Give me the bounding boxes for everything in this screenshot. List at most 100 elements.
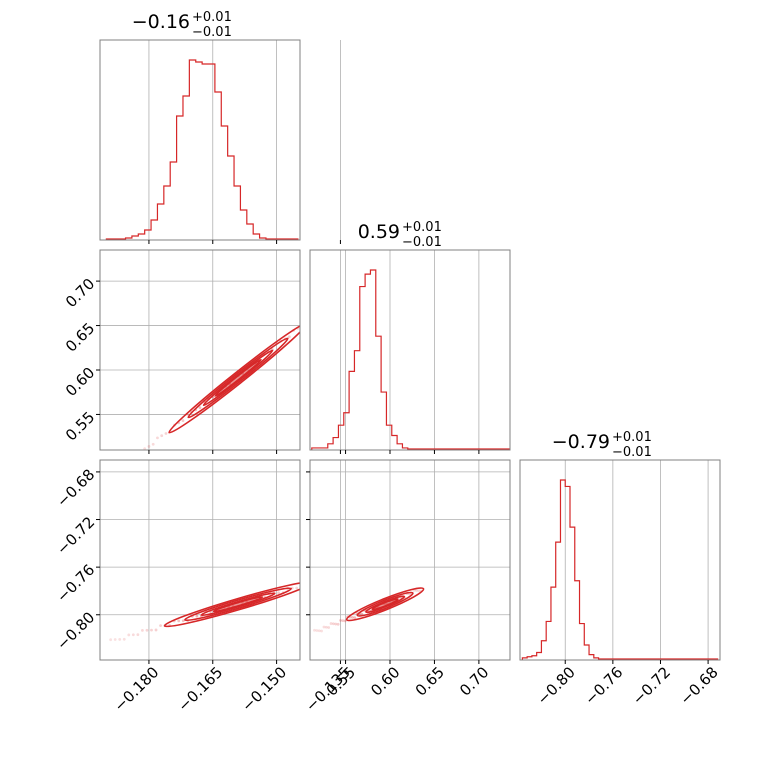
corr-0-point-3	[139, 454, 142, 457]
corr-2-point-4	[322, 625, 326, 629]
corr-1-point-19	[195, 614, 199, 618]
corr-0-point-2	[135, 456, 138, 459]
frame-layer	[96, 39, 721, 664]
param-1-title-minus: −0.01	[402, 235, 442, 250]
x-tick-label-1-2: 0.65	[412, 663, 448, 699]
corr-1-point-1	[113, 638, 117, 641]
corr-0-point-6	[151, 442, 155, 446]
param-0-title-plus: +0.01	[192, 10, 232, 25]
corr-1-point-8	[145, 628, 149, 632]
corr-0-point-45	[318, 312, 321, 315]
corr-1-point-10	[154, 628, 158, 632]
corr-1-contour-2	[163, 581, 300, 628]
corr-1-point-15	[177, 619, 181, 623]
corr-0-point-0	[126, 460, 129, 463]
corr-panel-frame-0	[99, 249, 301, 451]
corr-1-contour-3	[212, 596, 264, 613]
param-2-title-median: −0.79	[552, 431, 610, 453]
corr-2-point-2	[317, 629, 321, 633]
corr-0-contour-1	[187, 337, 289, 419]
corr-2-point-7	[329, 622, 333, 625]
param-2-title-plus: +0.01	[612, 430, 652, 445]
histogram-param-2	[521, 479, 719, 660]
corr-2-point-44	[417, 589, 421, 593]
hist-panel-frame-0	[99, 39, 301, 241]
corr-0-point-44	[313, 314, 316, 317]
y-tick-label-2-2: −0.72	[53, 513, 98, 558]
corr-2-core	[374, 599, 396, 609]
corr-2-point-6	[327, 626, 331, 629]
corr-panel-frame-2	[309, 459, 511, 661]
param-0-title-median: −0.16	[132, 11, 190, 33]
corr-2-point-12	[341, 619, 345, 622]
y-tick-label-2-1: −0.76	[53, 561, 98, 606]
corr-0-point-9	[164, 432, 168, 435]
param-1-title-median: 0.59	[358, 221, 400, 243]
corr-0-point-5	[147, 445, 151, 448]
corr-0-core	[218, 362, 258, 394]
corr-2-point-3	[320, 629, 323, 633]
corr-0-contour-3	[214, 358, 262, 397]
corr-2-point-13	[343, 619, 347, 623]
corr-2-point-11	[339, 618, 342, 622]
corr-1-point-11	[159, 624, 162, 628]
corr-2-point-5	[324, 625, 328, 629]
param-0-title-minus: −0.01	[192, 25, 232, 40]
corr-1-point-9	[150, 628, 153, 632]
corr-1-point-16	[181, 619, 185, 623]
corr-2-point-10	[336, 622, 340, 626]
x-tick-label-2-1: −0.76	[581, 663, 626, 708]
corr-1-contour-1	[184, 587, 292, 622]
x-tick-label-0-0: −0.180	[111, 663, 163, 715]
y-tick-label-2-0: −0.80	[53, 608, 98, 653]
x-tick-label-0-2: −0.150	[238, 663, 290, 715]
corr-2-point-43	[414, 589, 418, 592]
grid-layer	[100, 40, 709, 660]
histogram-param-0	[105, 59, 299, 240]
y-tick-label-1-2: 0.65	[62, 319, 98, 355]
corr-1-point-2	[118, 638, 122, 641]
corr-1-point-7	[141, 628, 144, 632]
data-layer	[105, 59, 719, 660]
corr-2-contour-2	[345, 587, 425, 622]
y-tick-label-2-3: −0.68	[53, 466, 98, 511]
corr-0-point-17	[198, 406, 202, 410]
corr-0-point-13	[181, 419, 185, 423]
corr-0-point-7	[156, 436, 159, 440]
x-tick-label-2-3: −0.68	[676, 663, 721, 708]
y-tick-label-1-0: 0.55	[62, 408, 98, 444]
corr-1-point-0	[109, 638, 113, 642]
corr-0-point-4	[143, 447, 147, 450]
y-tick-label-1-3: 0.70	[62, 275, 98, 311]
corr-2-point-17	[353, 616, 357, 620]
x-tick-label-1-1: 0.60	[367, 663, 403, 699]
corr-group-0	[126, 312, 321, 463]
corr-0-contour-2	[168, 322, 300, 434]
x-tick-label-1-3: 0.70	[456, 663, 492, 699]
corr-0-point-42	[305, 318, 308, 321]
corr-2-point-0	[313, 628, 316, 632]
corr-1-point-3	[122, 637, 126, 641]
corr-1-point-6	[136, 633, 140, 637]
corr-group-1	[109, 581, 316, 642]
corr-0-contour-0	[202, 349, 274, 407]
corr-1-point-41	[295, 586, 299, 590]
corr-2-point-9	[334, 622, 338, 626]
param-1-title-plus: +0.01	[402, 220, 442, 235]
corr-1-core	[217, 598, 259, 611]
corr-2-contour-0	[365, 595, 406, 614]
corr-1-point-4	[127, 633, 131, 637]
hist-panel-frame-1	[309, 249, 511, 451]
histogram-param-1	[311, 269, 510, 450]
corr-1-point-43	[304, 582, 307, 585]
corr-1-point-45	[313, 582, 316, 585]
corr-0-point-38	[287, 335, 291, 339]
x-tick-label-0-1: −0.165	[174, 663, 226, 715]
corr-2-point-8	[332, 622, 335, 626]
corr-2-contour-3	[371, 598, 399, 611]
corr-0-point-41	[301, 325, 304, 328]
x-tick-label-2-2: −0.72	[629, 663, 674, 708]
corr-2-contour-1	[356, 591, 414, 617]
hist-panel-frame-2	[519, 459, 721, 661]
corr-0-point-8	[160, 434, 164, 438]
